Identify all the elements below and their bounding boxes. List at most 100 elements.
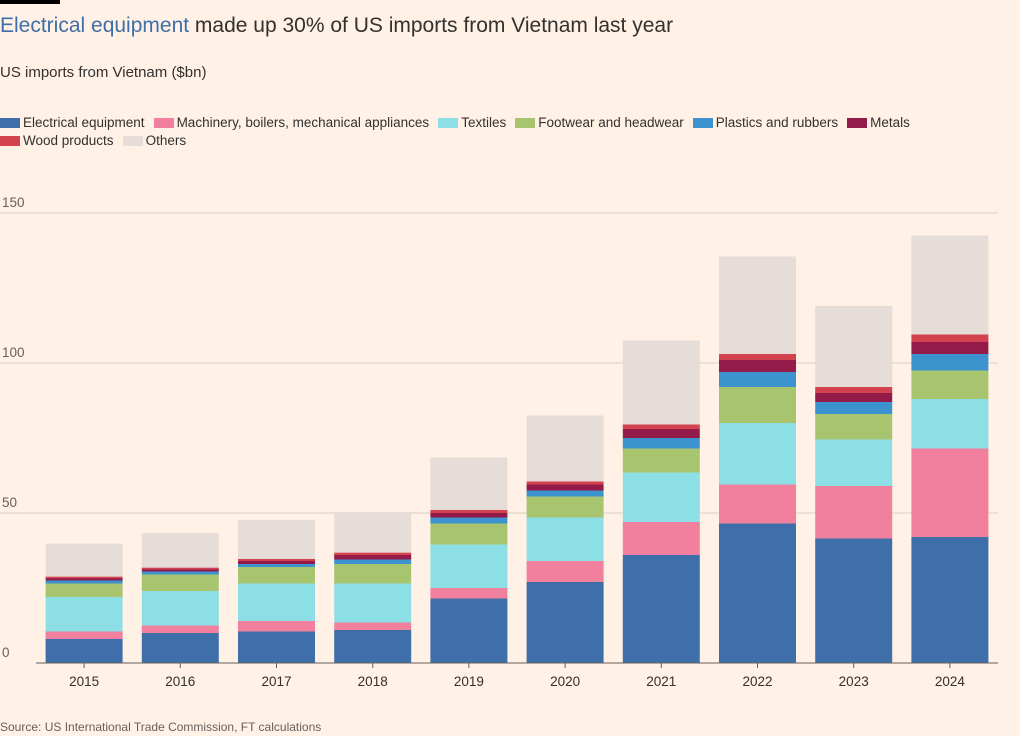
- bar-segment-machinery-boilers-mechanical-appliances-2017: [238, 621, 315, 632]
- bar-segment-metals-2024: [911, 342, 989, 354]
- bar-segment-metals-2020: [526, 484, 604, 491]
- x-tick-label-2023: 2023: [839, 674, 869, 689]
- bar-segment-electrical-equipment-2019: [430, 598, 508, 663]
- bar-segment-others-2021: [622, 340, 700, 425]
- x-tick-label-2021: 2021: [646, 674, 676, 689]
- bar-segment-others-2018: [334, 512, 412, 553]
- legend-swatch: [847, 117, 868, 128]
- legend-item-plastics-and-rubbers: Plastics and rubbers: [692, 114, 839, 131]
- bar-segment-plastics-and-rubbers-2021: [622, 438, 700, 449]
- bar-segment-textiles-2015: [45, 597, 123, 632]
- legend-swatch: [0, 117, 20, 128]
- legend-label: Textiles: [461, 115, 507, 130]
- x-tick-label-2020: 2020: [550, 674, 580, 689]
- bar-segment-electrical-equipment-2015: [45, 639, 123, 663]
- y-tick-label: 50: [2, 495, 17, 510]
- bar-segment-electrical-equipment-2017: [238, 631, 315, 663]
- x-tick-label-2018: 2018: [358, 674, 388, 689]
- bar-segment-plastics-and-rubbers-2022: [719, 372, 796, 387]
- legend-swatch: [153, 117, 174, 128]
- bar-segment-metals-2021: [622, 429, 700, 438]
- bar-segment-metals-2023: [815, 393, 893, 402]
- chart-legend: Electrical equipment Machinery, boilers, …: [0, 114, 990, 149]
- bar-segment-electrical-equipment-2021: [622, 555, 700, 663]
- x-tick-label-2024: 2024: [935, 674, 966, 689]
- chart-title: Electrical equipment made up 30% of US i…: [0, 14, 673, 38]
- bar-segment-machinery-boilers-mechanical-appliances-2020: [526, 561, 604, 582]
- bar-segment-others-2017: [238, 519, 315, 559]
- bar-segment-electrical-equipment-2023: [815, 538, 893, 663]
- x-tick-label-2017: 2017: [261, 674, 291, 689]
- bar-segment-textiles-2022: [719, 423, 796, 485]
- bar-segment-footwear-and-headwear-2018: [334, 564, 412, 584]
- legend-swatch: [692, 117, 713, 128]
- bar-segment-others-2023: [815, 306, 893, 387]
- legend-item-others: Others: [122, 132, 187, 149]
- legend-label: Footwear and headwear: [538, 115, 684, 130]
- legend-item-electrical-equipment: Electrical equipment: [0, 114, 145, 131]
- bar-segment-others-2020: [526, 415, 604, 482]
- chart-subtitle: US imports from Vietnam ($bn): [0, 64, 207, 81]
- legend-label: Metals: [870, 115, 910, 130]
- legend-label: Others: [145, 133, 187, 148]
- y-tick-label: 100: [2, 345, 25, 360]
- bar-segment-plastics-and-rubbers-2017: [238, 564, 315, 567]
- bar-segment-textiles-2020: [526, 517, 604, 561]
- bar-segment-wood-products-2024: [911, 334, 989, 342]
- bar-segment-footwear-and-headwear-2021: [622, 448, 700, 473]
- x-tick-label-2015: 2015: [69, 674, 99, 689]
- legend-label: Electrical equipment: [23, 115, 145, 130]
- y-tick-label: 150: [2, 195, 25, 210]
- bar-segment-footwear-and-headwear-2024: [911, 370, 989, 399]
- bar-segment-plastics-and-rubbers-2020: [526, 490, 604, 497]
- bar-segment-textiles-2024: [911, 399, 989, 449]
- bar-segment-machinery-boilers-mechanical-appliances-2018: [334, 622, 412, 630]
- chart-title-rest: made up 30% of US imports from Vietnam l…: [189, 14, 674, 37]
- bar-segment-textiles-2019: [430, 544, 508, 588]
- bar-segment-wood-products-2019: [430, 510, 508, 513]
- bar-segment-footwear-and-headwear-2019: [430, 523, 508, 545]
- ft-top-rule: [0, 0, 60, 4]
- bar-segment-metals-2015: [45, 578, 123, 581]
- x-tick-label-2016: 2016: [165, 674, 195, 689]
- bar-segment-textiles-2018: [334, 583, 412, 623]
- bar-segment-electrical-equipment-2016: [141, 633, 219, 663]
- bar-segment-machinery-boilers-mechanical-appliances-2021: [622, 522, 700, 555]
- bar-segment-wood-products-2021: [622, 424, 700, 429]
- legend-label: Plastics and rubbers: [715, 115, 839, 130]
- bar-segment-plastics-and-rubbers-2015: [45, 580, 123, 584]
- legend-label: Wood products: [23, 133, 114, 148]
- legend-swatch: [438, 117, 459, 128]
- bar-segment-machinery-boilers-mechanical-appliances-2015: [45, 631, 123, 639]
- bar-segment-metals-2018: [334, 555, 412, 560]
- chart-title-highlight: Electrical equipment: [0, 14, 190, 37]
- bar-segment-machinery-boilers-mechanical-appliances-2024: [911, 448, 989, 537]
- bar-segment-electrical-equipment-2022: [719, 523, 796, 663]
- bar-segment-machinery-boilers-mechanical-appliances-2022: [719, 484, 796, 524]
- bar-segment-textiles-2021: [622, 472, 700, 522]
- stacked-bar-chart: 0 50 100 150 2015 2016 2017 2018 2019 2020 2021 202…: [0, 195, 998, 689]
- bar-segment-wood-products-2015: [45, 576, 123, 579]
- legend-item-footwear-and-headwear: Footwear and headwear: [515, 114, 684, 131]
- legend-swatch: [0, 135, 20, 146]
- bar-segment-wood-products-2016: [141, 567, 219, 570]
- bar-segment-others-2022: [719, 256, 796, 354]
- bar-segment-machinery-boilers-mechanical-appliances-2016: [141, 625, 219, 633]
- bar-segment-wood-products-2017: [238, 558, 315, 561]
- legend-item-machinery-boilers-mechanical-appliances: Machinery, boilers, mechanical appliance…: [153, 114, 429, 131]
- bar-segment-others-2019: [430, 457, 508, 510]
- bar-segment-plastics-and-rubbers-2016: [141, 571, 219, 575]
- bar-segment-textiles-2016: [141, 591, 219, 626]
- x-tick-label-2019: 2019: [454, 674, 484, 689]
- bar-segment-wood-products-2022: [719, 354, 796, 360]
- bar-segment-textiles-2023: [815, 439, 893, 486]
- legend-swatch: [122, 135, 143, 146]
- y-tick-label: 0: [2, 645, 10, 660]
- bar-segment-footwear-and-headwear-2016: [141, 574, 219, 591]
- bar-segment-metals-2017: [238, 561, 315, 564]
- legend-swatch: [515, 117, 536, 128]
- bar-segment-wood-products-2023: [815, 387, 893, 393]
- legend-item-wood-products: Wood products: [0, 132, 114, 149]
- bar-segment-footwear-and-headwear-2015: [45, 583, 123, 597]
- bar-segment-metals-2019: [430, 513, 508, 518]
